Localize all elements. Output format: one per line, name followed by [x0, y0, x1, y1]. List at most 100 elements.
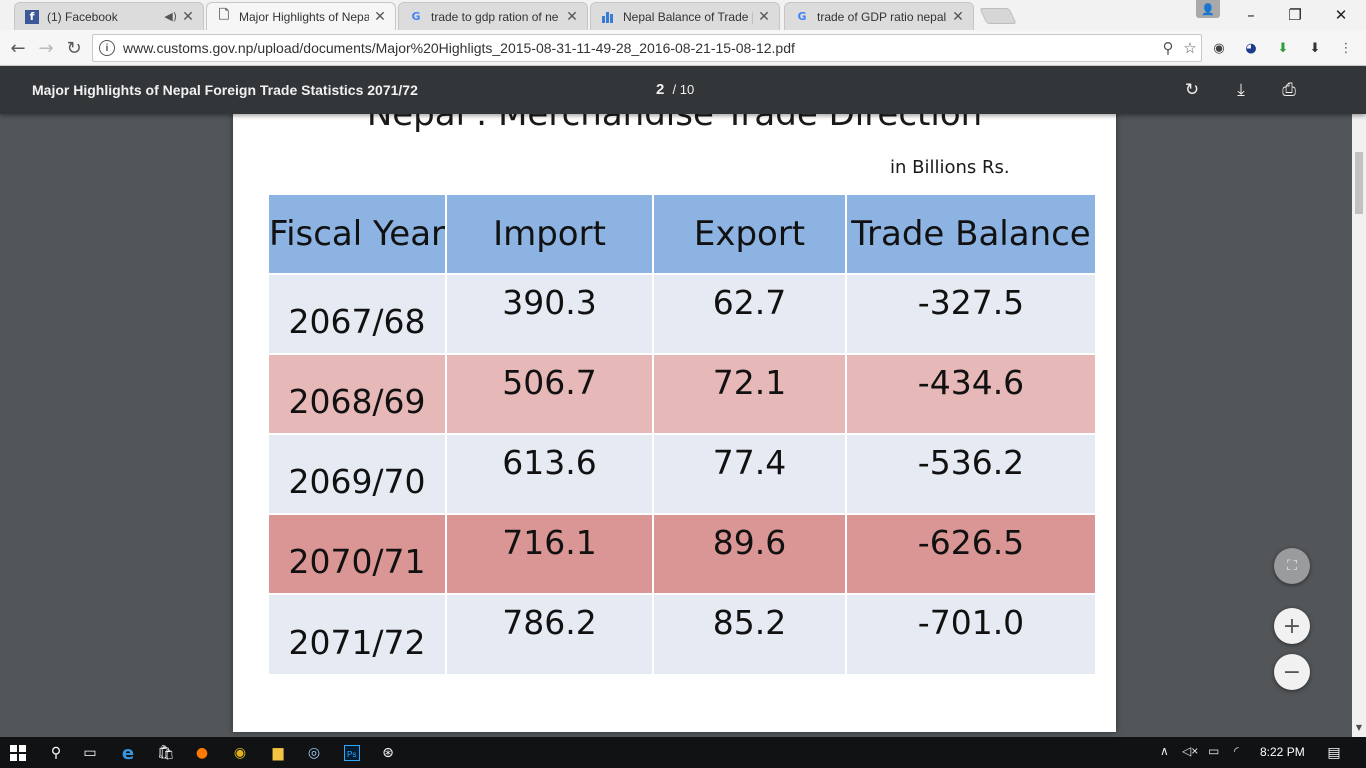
app-globe-icon[interactable]: ⊛ — [382, 745, 394, 761]
zoom-in-icon[interactable]: + — [1274, 608, 1310, 644]
address-bar[interactable]: i www.customs.gov.np/upload/documents/Ma… — [92, 34, 1202, 62]
wifi-icon[interactable]: ◜ — [1234, 744, 1239, 758]
tab-title: Nepal Balance of Trade | — [623, 9, 753, 24]
app-icon[interactable]: ◎ — [307, 745, 321, 761]
pdf-toolbar: Major Highlights of Nepal Foreign Trade … — [0, 66, 1366, 114]
forward-arrow-icon[interactable]: → — [38, 37, 54, 59]
pdf-title: Major Highlights of Nepal Foreign Trade … — [32, 82, 418, 98]
column-header: Fiscal Year — [269, 195, 448, 274]
fit-to-page-icon[interactable]: ⛶ — [1274, 548, 1310, 584]
close-icon[interactable]: ✕ — [758, 8, 770, 25]
close-icon[interactable]: ✕ — [566, 8, 578, 25]
rotate-icon[interactable]: ↻ — [1184, 80, 1200, 100]
table-header-row: Fiscal Year Import Export Trade Balance — [269, 195, 1095, 274]
battery-icon[interactable]: ▭ — [1208, 744, 1220, 758]
pdf-page: Nepal : Merchandise Trade Direction in B… — [233, 114, 1116, 732]
url-text[interactable]: www.customs.gov.np/upload/documents/Majo… — [123, 40, 795, 56]
info-icon[interactable]: i — [99, 40, 115, 56]
new-tab-button[interactable] — [979, 8, 1017, 24]
table-row: 2067/68 390.3 62.7 -327.5 — [269, 273, 1095, 354]
column-header: Import — [446, 195, 654, 274]
firefox-icon[interactable]: ● — [195, 745, 209, 761]
reload-icon[interactable]: ↻ — [66, 37, 82, 59]
export-cell: 77.4 — [653, 433, 847, 514]
import-cell: 613.6 — [446, 433, 654, 514]
volume-icon[interactable]: ◁× — [1182, 744, 1199, 758]
slide-heading: Nepal : Merchandise Trade Direction — [366, 114, 983, 134]
back-arrow-icon[interactable]: ← — [10, 37, 26, 59]
balance-cell: -626.5 — [845, 513, 1095, 594]
export-cell: 62.7 — [653, 273, 847, 354]
extension-globe-icon[interactable]: ◉ — [1213, 40, 1225, 56]
tab-title: Major Highlights of Nepa — [239, 9, 369, 24]
vertical-scrollbar[interactable]: ▲ ▼ — [1352, 66, 1366, 737]
windows-start-icon[interactable] — [6, 741, 30, 765]
fiscal-year-cell: 2071/72 — [269, 593, 448, 674]
task-view-icon[interactable]: ▭ — [83, 745, 97, 761]
table-row: 2071/72 786.2 85.2 -701.0 — [269, 593, 1095, 674]
current-page[interactable]: 2 — [656, 81, 665, 98]
tab-strip: f (1) Facebook ◀) ✕ 🗋 Major Highlights o… — [0, 0, 1366, 30]
speaker-icon[interactable]: ◀) — [164, 10, 177, 23]
taskbar: ⚲ ▭ e 🛍 ● ◉ ▆ ◎ Ps ⊛ ∧ ◁× ▭ ◜ 8:22 PM ▤ — [0, 737, 1366, 768]
document-icon: 🗋 — [218, 7, 230, 23]
tab-major-highlights[interactable]: 🗋 Major Highlights of Nepa ✕ — [206, 2, 396, 30]
zoom-out-icon[interactable]: − — [1274, 654, 1310, 690]
tab-title: trade of GDP ratio nepal — [817, 9, 947, 24]
page-indicator: 2 / 10 — [656, 81, 694, 98]
bar-chart-icon — [601, 10, 615, 24]
tab-nepal-balance-of-trade[interactable]: Nepal Balance of Trade | ✕ — [590, 2, 780, 30]
close-icon[interactable]: ✕ — [952, 8, 964, 25]
tab-title: (1) Facebook — [47, 9, 118, 24]
edge-icon[interactable]: e — [121, 742, 135, 764]
tab-title: trade to gdp ration of ne — [431, 9, 559, 24]
close-icon[interactable]: ✕ — [182, 8, 194, 25]
restore-icon[interactable]: ❐ — [1288, 6, 1302, 24]
download-icon[interactable]: ⬇ — [1309, 40, 1321, 56]
file-explorer-icon[interactable]: ▆ — [272, 745, 284, 761]
tab-trade-of-gdp-ratio[interactable]: G trade of GDP ratio nepal ✕ — [784, 2, 974, 30]
table-row: 2069/70 613.6 77.4 -536.2 — [269, 433, 1095, 514]
export-cell: 72.1 — [653, 353, 847, 434]
balance-cell: -536.2 — [845, 433, 1095, 514]
chrome-icon[interactable]: ◉ — [233, 745, 247, 761]
scroll-thumb[interactable] — [1355, 152, 1363, 214]
bookmark-star-icon[interactable]: ☆ — [1183, 40, 1197, 57]
tray-chevron-icon[interactable]: ∧ — [1160, 744, 1169, 758]
scroll-down-icon[interactable]: ▼ — [1355, 723, 1363, 732]
import-cell: 390.3 — [446, 273, 654, 354]
search-icon[interactable]: ⚲ — [50, 745, 62, 761]
menu-icon[interactable]: ⋮ — [1339, 40, 1353, 56]
store-icon[interactable]: 🛍 — [157, 745, 175, 761]
unit-note: in Billions Rs. — [890, 157, 1010, 178]
import-cell: 786.2 — [446, 593, 654, 674]
tab-trade-to-gdp[interactable]: G trade to gdp ration of ne ✕ — [398, 2, 588, 30]
balance-cell: -434.6 — [845, 353, 1095, 434]
taskbar-clock[interactable]: 8:22 PM — [1260, 745, 1305, 759]
profile-icon[interactable]: 👤 — [1196, 0, 1220, 18]
column-header: Trade Balance — [845, 195, 1095, 274]
zoom-icon[interactable]: ⚲ — [1162, 40, 1174, 57]
extension-blue-icon[interactable]: ◕ — [1245, 40, 1257, 56]
browser-toolbar: ← → ↻ i www.customs.gov.np/upload/docume… — [0, 30, 1366, 66]
photoshop-icon[interactable]: Ps — [340, 741, 364, 765]
notifications-icon[interactable]: ▤ — [1327, 745, 1341, 761]
export-cell: 85.2 — [653, 593, 847, 674]
balance-cell: -701.0 — [845, 593, 1095, 674]
extension-download-green-icon[interactable]: ⬇ — [1277, 40, 1289, 56]
download-icon[interactable]: ⤓ — [1237, 80, 1245, 100]
minimize-icon[interactable]: – — [1247, 6, 1255, 24]
print-icon[interactable]: ⎙ — [1282, 80, 1296, 100]
google-icon: G — [797, 10, 807, 23]
close-icon[interactable]: ✕ — [374, 8, 386, 25]
import-cell: 716.1 — [446, 513, 654, 594]
fiscal-year-cell: 2069/70 — [269, 433, 448, 514]
import-cell: 506.7 — [446, 353, 654, 434]
tab-facebook[interactable]: f (1) Facebook ◀) ✕ — [14, 2, 204, 30]
pdf-viewer[interactable]: Nepal : Merchandise Trade Direction in B… — [0, 114, 1352, 737]
window-close-icon[interactable]: ✕ — [1334, 6, 1348, 24]
facebook-icon: f — [25, 9, 39, 24]
table-row: 2068/69 506.7 72.1 -434.6 — [269, 353, 1095, 434]
svg-text:Ps: Ps — [347, 750, 356, 759]
table-row: 2070/71 716.1 89.6 -626.5 — [269, 513, 1095, 594]
